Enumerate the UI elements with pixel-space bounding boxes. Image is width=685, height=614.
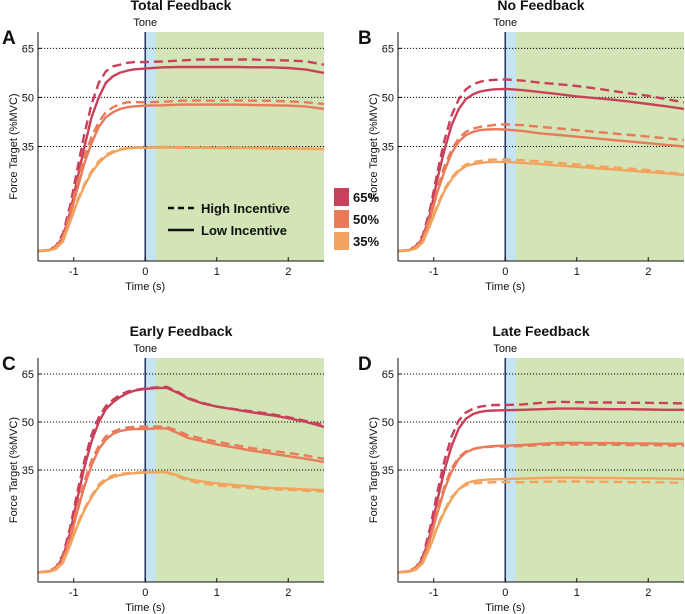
x-tick-label: 1: [214, 587, 220, 599]
y-tick-label: 35: [382, 142, 394, 154]
x-tick-label: 0: [142, 587, 148, 599]
series-line: [37, 471, 325, 574]
y-tick-label: 65: [382, 369, 394, 381]
y-tick-label: 50: [382, 417, 394, 429]
x-tick-label: 2: [645, 587, 651, 599]
panel-c: -1 0 1 2 35 50 65 Early Feedback C Tone Time (s) Fo…: [2, 323, 325, 614]
shade-tone: [145, 358, 156, 582]
series-line: [37, 427, 325, 574]
tone-label: Tone: [133, 343, 157, 355]
legend-dashed-label: High Incentive: [201, 201, 290, 216]
y-tick-label: 65: [22, 369, 34, 381]
x-tick-label: 2: [645, 266, 651, 278]
y-axis-label: Force Target (%MVC): [368, 93, 380, 199]
series-line: [37, 146, 325, 253]
series-line: [397, 87, 685, 253]
x-tick-label: -1: [69, 266, 79, 278]
legend-level-label: 50%: [353, 212, 379, 227]
y-tick-label: 65: [382, 43, 394, 55]
series-line: [37, 58, 325, 253]
y-axis-label: Force Target (%MVC): [368, 417, 380, 523]
x-tick-label: 1: [214, 266, 220, 278]
series-line: [37, 386, 325, 574]
x-tick-label: -1: [429, 266, 439, 278]
shade-tone: [505, 358, 516, 582]
x-tick-label: 1: [574, 266, 580, 278]
x-axis-label: Time (s): [125, 602, 165, 614]
series-line: [397, 441, 684, 574]
legend-level-label: 65%: [353, 190, 379, 205]
legend-level-swatch: [334, 232, 349, 250]
panel-title: No Feedback: [497, 0, 584, 13]
x-axis-label: Time (s): [125, 281, 165, 293]
y-tick-label: 35: [22, 465, 34, 477]
series-line: [37, 471, 325, 574]
tone-label: Tone: [493, 343, 517, 355]
panel-title: Early Feedback: [130, 323, 233, 339]
x-tick-label: -1: [429, 587, 439, 599]
tone-label: Tone: [133, 17, 157, 29]
x-tick-label: 0: [502, 587, 508, 599]
series-line: [397, 160, 685, 253]
series-line: [37, 103, 325, 253]
series-line: [397, 476, 685, 574]
y-tick-label: 50: [382, 92, 394, 104]
x-tick-label: 1: [574, 587, 580, 599]
series-line: [397, 123, 685, 253]
y-tick-label: 50: [22, 92, 34, 104]
y-tick-label: 35: [382, 465, 394, 477]
legend-level-label: 35%: [353, 234, 379, 249]
panel-a: -1 0 1 2 35 50 65 Total Feedback A Tone Time (s) Fo…: [2, 0, 325, 293]
series-line: [397, 400, 685, 574]
y-tick-label: 35: [22, 142, 34, 154]
panel-d: -1 0 1 2 35 50 65 Late Feedback D Tone Time (s) For…: [358, 323, 685, 614]
panel-letter: C: [2, 354, 16, 375]
panel-b: -1 0 1 2 35 50 65 No Feedback B Tone Time (s) Force…: [358, 0, 685, 293]
panel-title: Total Feedback: [131, 0, 232, 13]
y-axis-label: Force Target (%MVC): [8, 417, 20, 523]
legend-level-swatch: [334, 210, 349, 228]
x-tick-label: 2: [285, 587, 291, 599]
x-tick-label: -1: [69, 587, 79, 599]
panel-title: Late Feedback: [492, 323, 589, 339]
y-axis-label: Force Target (%MVC): [8, 93, 20, 199]
x-tick-label: 0: [502, 266, 508, 278]
panel-letter: A: [2, 28, 16, 49]
y-tick-label: 50: [22, 417, 34, 429]
tone-label: Tone: [493, 17, 517, 29]
x-axis-label: Time (s): [485, 281, 525, 293]
legend-solid-label: Low Incentive: [201, 223, 287, 238]
x-tick-label: 2: [285, 266, 291, 278]
x-axis-label: Time (s): [485, 602, 525, 614]
shade-tone: [505, 32, 516, 261]
x-tick-label: 0: [142, 266, 148, 278]
series-line: [397, 127, 685, 253]
legend: High Incentive Low Incentive 65% 50% 35%: [168, 188, 379, 250]
panel-letter: D: [358, 354, 372, 375]
y-tick-label: 65: [22, 43, 34, 55]
legend-level-swatch: [334, 188, 349, 206]
panel-letter: B: [358, 28, 372, 49]
